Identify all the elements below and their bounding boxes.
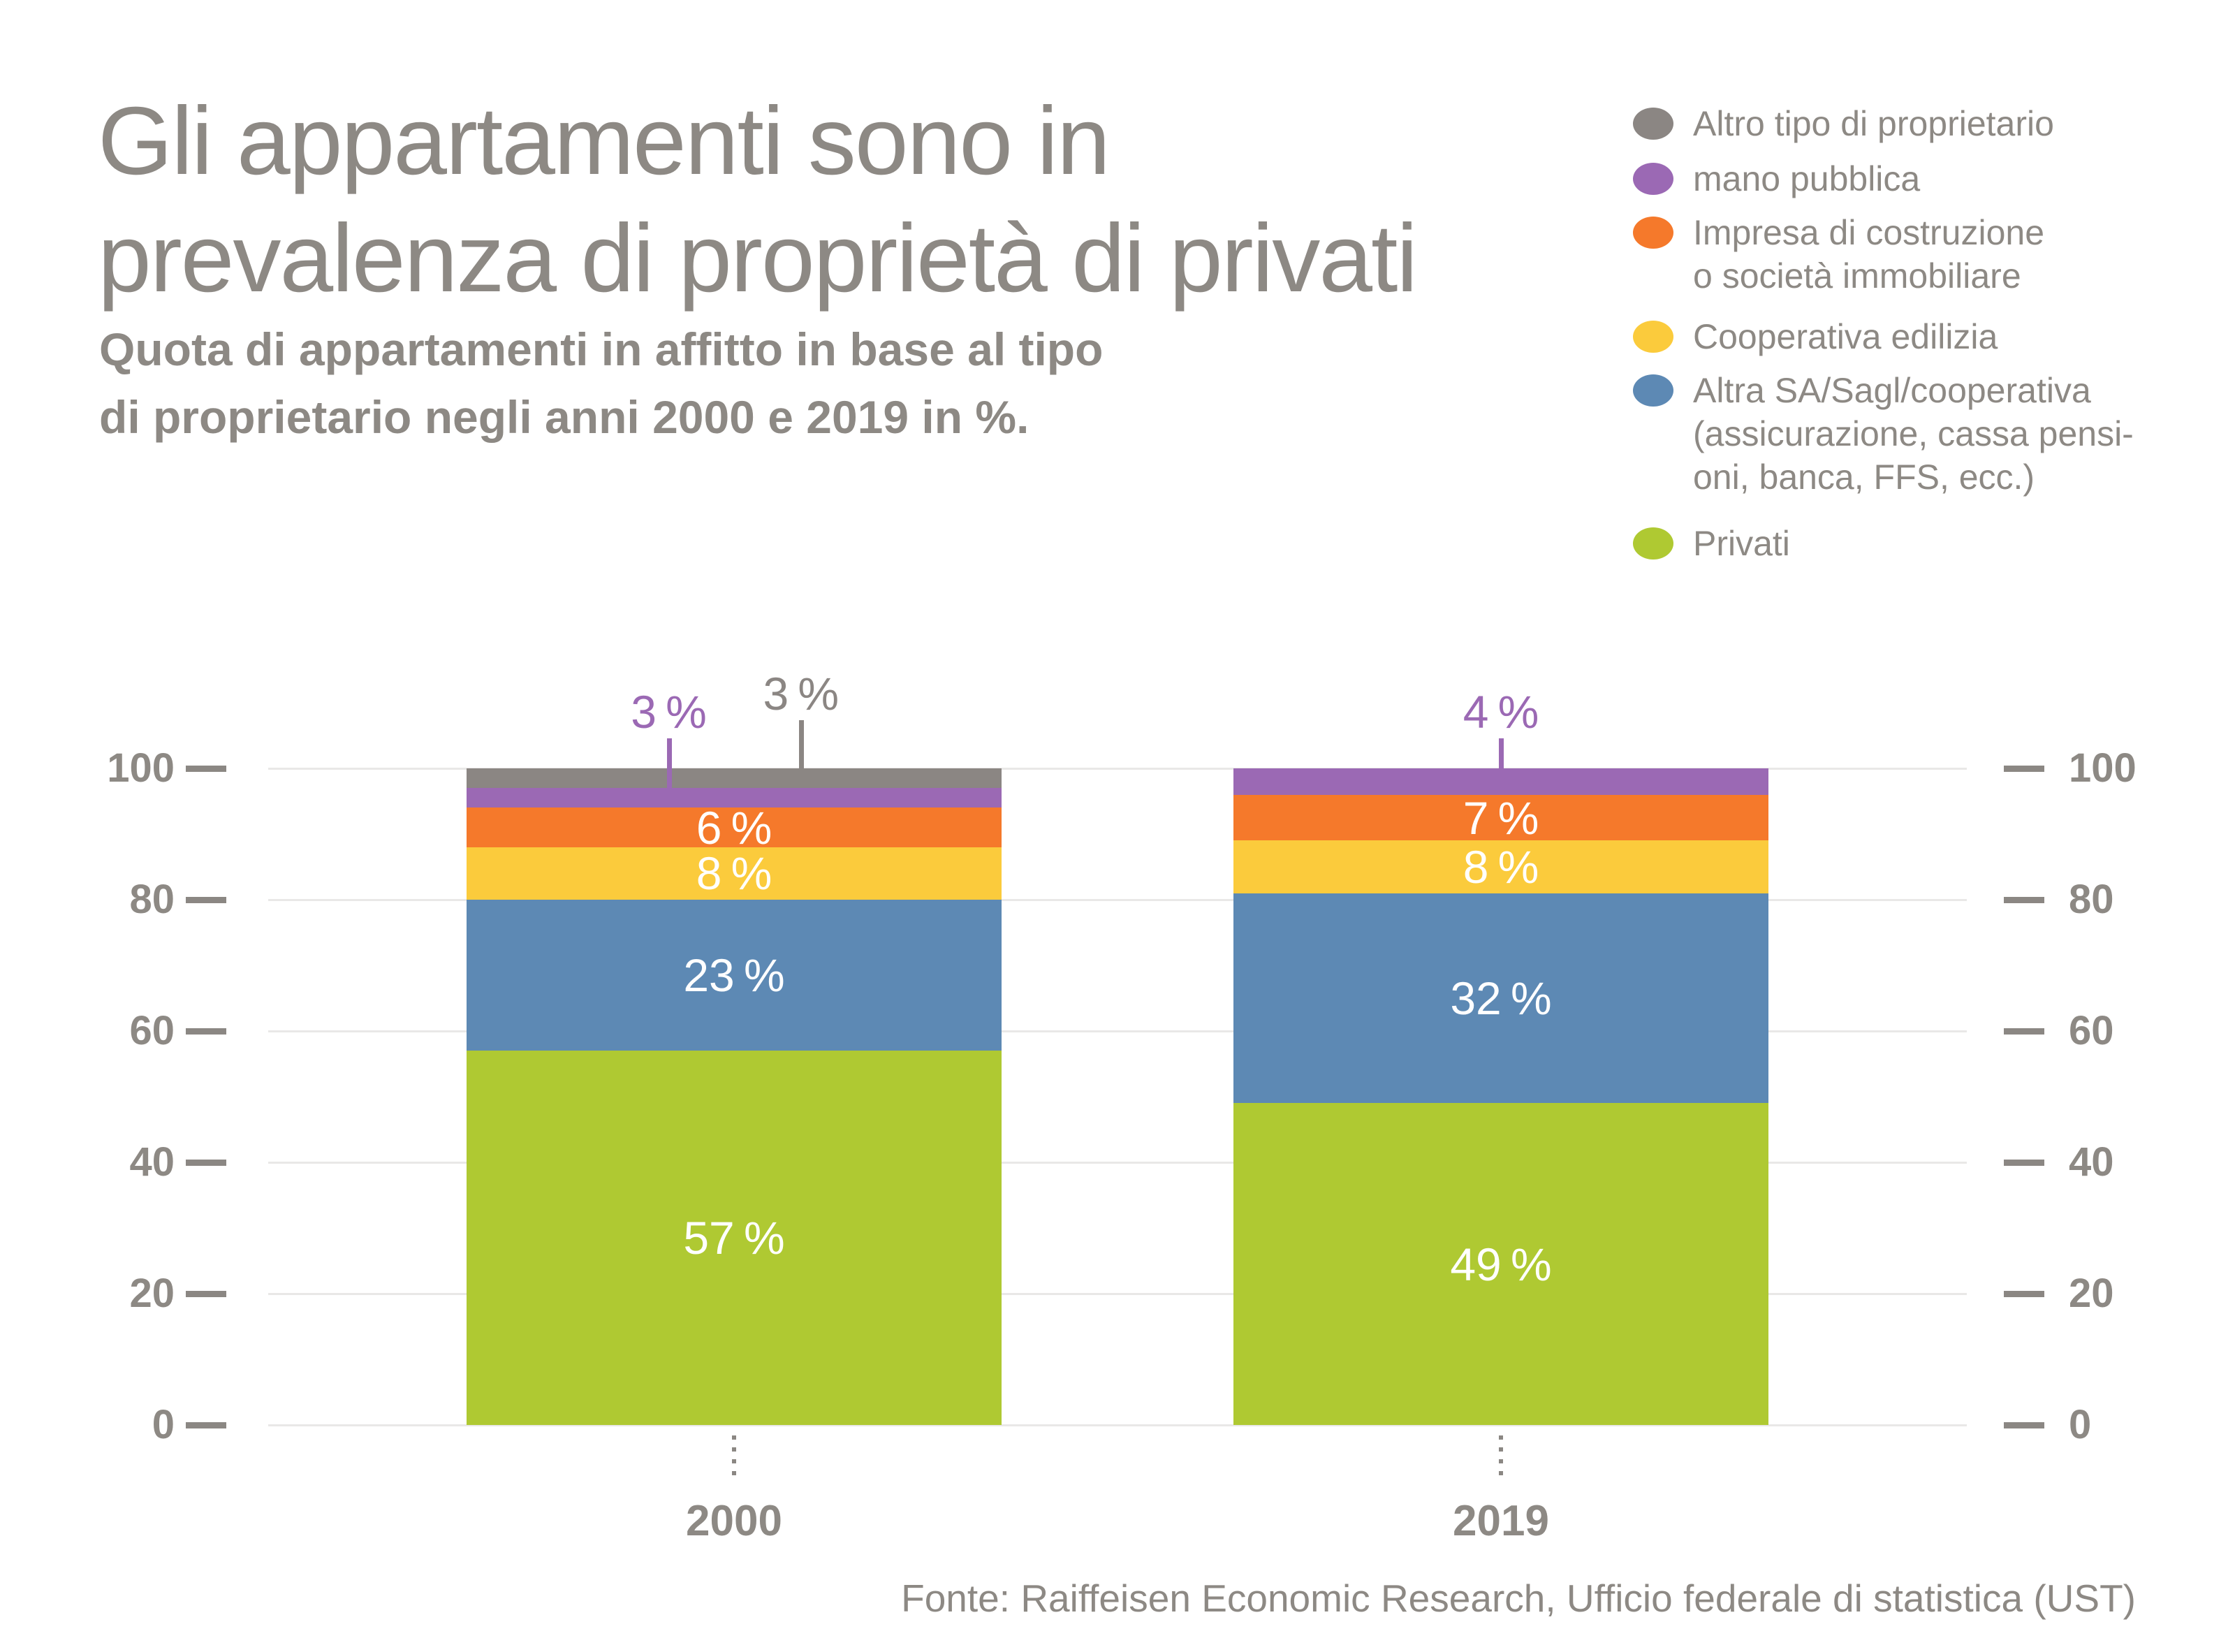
gridline-0: [268, 1424, 1967, 1426]
legend-item-altro-tipo-di-proprietario: Altro tipo di proprietario: [1633, 102, 2054, 145]
legend-item-privati: Privati: [1633, 522, 1790, 565]
page-title: Gli appartamenti sono in prevalenza di p…: [98, 82, 1418, 317]
legend-label-line: Altra SA/Sagl/cooperativa: [1693, 371, 2091, 410]
y-tick-right-0: [2004, 1422, 2044, 1428]
y-axis-label-right-0: 0: [2069, 1402, 2092, 1447]
y-tick-right-80: [2004, 897, 2044, 903]
y-axis-label-right-40: 40: [2069, 1139, 2114, 1185]
segment-2019-cooperativa-edilizia: 8 %: [1233, 840, 1768, 893]
callout-label-2000-altro-tipo-di-proprietario: 3 %: [763, 668, 840, 719]
y-axis-label-right-60: 60: [2069, 1008, 2114, 1053]
legend-item-altra-sa-sagl-cooperativa: Altra SA/Sagl/cooperativa (assicurazione,…: [1633, 369, 2134, 499]
x-axis-label-2019: 2019: [1453, 1497, 1549, 1545]
y-axis-label-left-100: 100: [107, 745, 175, 791]
y-axis-label-left-0: 0: [152, 1402, 175, 1447]
legend-item-label: Privati: [1693, 522, 1790, 565]
orange-legend-dot-icon: [1633, 217, 1673, 249]
legend-item-label: Altro tipo di proprietario: [1693, 102, 2054, 145]
y-tick-left-100: [186, 766, 226, 772]
legend-item-label: Impresa di costruzione o società immobili…: [1693, 211, 2044, 298]
legend-label-line: Altro tipo di proprietario: [1693, 104, 2054, 143]
segment-value-label: 7 %: [1463, 791, 1539, 844]
title-line-2: prevalenza di proprietà di privati: [98, 205, 1418, 312]
callout-label-2019-mano-pubblica: 4 %: [1463, 686, 1539, 738]
source-note: Fonte: Raiffeisen Economic Research, Uff…: [901, 1577, 2136, 1620]
segment-2000-privati: 57 %: [467, 1051, 1002, 1425]
legend-label-line: Cooperativa edilizia: [1693, 317, 1998, 356]
y-tick-left-40: [186, 1160, 226, 1166]
y-tick-right-100: [2004, 766, 2044, 772]
legend-label-line: oni, banca, FFS, ecc.): [1693, 458, 2035, 497]
legend-label-line: o società immobiliare: [1693, 256, 2021, 295]
gridline-60: [268, 1030, 1967, 1032]
blue-legend-dot-icon: [1633, 374, 1673, 407]
gray-legend-dot-icon: [1633, 108, 1673, 140]
legend-label-line: mano pubblica: [1693, 159, 1921, 198]
y-axis-label-right-100: 100: [2069, 745, 2137, 791]
y-tick-right-40: [2004, 1160, 2044, 1166]
segment-value-label: 57 %: [683, 1212, 785, 1264]
y-axis-label-left-60: 60: [129, 1008, 175, 1053]
x-axis-label-2000: 2000: [686, 1497, 782, 1545]
title-line-1: Gli appartamenti sono in: [98, 87, 1111, 195]
chart-subtitle: Quota di appartamenti in affitto in base…: [99, 316, 1103, 451]
gridline-80: [268, 899, 1967, 901]
segment-value-label: 32 %: [1450, 972, 1552, 1024]
y-tick-left-20: [186, 1291, 226, 1297]
y-axis-label-left-40: 40: [129, 1139, 175, 1185]
subtitle-line-1: Quota di appartamenti in affitto in base…: [99, 323, 1104, 375]
segment-value-label: 6 %: [696, 801, 772, 854]
segment-2019-privati: 49 %: [1233, 1103, 1768, 1425]
segment-value-label: 8 %: [1463, 840, 1539, 893]
segment-2019-altra-sa-sagl-cooperativa-assicurazione-cassa-pensioni-banca-ffs-ecc: 32 %: [1233, 893, 1768, 1104]
legend-item-label: Altra SA/Sagl/cooperativa (assicurazione,…: [1693, 369, 2134, 499]
callout-line-2019-mano-pubblica: [1499, 738, 1504, 768]
x-tick-2000: [732, 1435, 736, 1480]
gridline-40: [268, 1162, 1967, 1164]
segment-value-label: 23 %: [683, 949, 785, 1002]
yellow-legend-dot-icon: [1633, 321, 1673, 353]
callout-label-2000-mano-pubblica: 3 %: [631, 686, 707, 738]
y-tick-left-80: [186, 897, 226, 903]
segment-2000-mano-pubblica: [467, 788, 1002, 808]
y-axis-label-right-20: 20: [2069, 1271, 2114, 1316]
segment-2000-cooperativa-edilizia: 8 %: [467, 847, 1002, 900]
legend-label-line: Impresa di costruzione: [1693, 213, 2045, 252]
gridline-100: [268, 768, 1967, 770]
segment-2000-altra-sa-sagl-cooperativa-assicurazione-cassa-pensioni-banca-ffs-ecc: 23 %: [467, 900, 1002, 1051]
segment-2000-impresa-di-costruzione-o-societ-immobiliare: 6 %: [467, 802, 1002, 854]
callout-line-2000-altro-tipo-di-proprietario: [798, 720, 804, 768]
y-tick-left-60: [186, 1028, 226, 1035]
legend-item-cooperativa-edilizia: Cooperativa edilizia: [1633, 315, 1998, 358]
y-tick-right-20: [2004, 1291, 2044, 1297]
segment-value-label: 8 %: [696, 847, 772, 900]
legend-item-label: mano pubblica: [1693, 157, 1920, 200]
legend-item-label: Cooperativa edilizia: [1693, 315, 1998, 358]
segment-value-label: 49 %: [1450, 1238, 1552, 1290]
y-tick-right-60: [2004, 1028, 2044, 1035]
legend-item-mano-pubblica: mano pubblica: [1633, 157, 1920, 200]
legend-item-impresa-di-costruzione: Impresa di costruzione o società immobili…: [1633, 211, 2044, 298]
gridline-20: [268, 1293, 1967, 1295]
y-tick-left-0: [186, 1422, 226, 1428]
y-axis-label-right-80: 80: [2069, 877, 2114, 922]
green-legend-dot-icon: [1633, 527, 1673, 560]
callout-line-2000-mano-pubblica: [666, 738, 672, 789]
legend-label-line: Privati: [1693, 524, 1790, 563]
y-axis-label-left-80: 80: [129, 877, 175, 922]
segment-2019-mano-pubblica: [1233, 768, 1768, 795]
y-axis-label-left-20: 20: [129, 1271, 175, 1316]
subtitle-line-2: di proprietario negli anni 2000 e 2019 i…: [99, 391, 1029, 443]
segment-2019-impresa-di-costruzione-o-societ-immobiliare: 7 %: [1233, 792, 1768, 844]
x-tick-2019: [1499, 1435, 1503, 1480]
purple-legend-dot-icon: [1633, 163, 1673, 195]
segment-2000-altro-tipo-di-proprietario: [467, 768, 1002, 789]
legend-label-line: (assicurazione, cassa pensi-: [1693, 414, 2134, 453]
